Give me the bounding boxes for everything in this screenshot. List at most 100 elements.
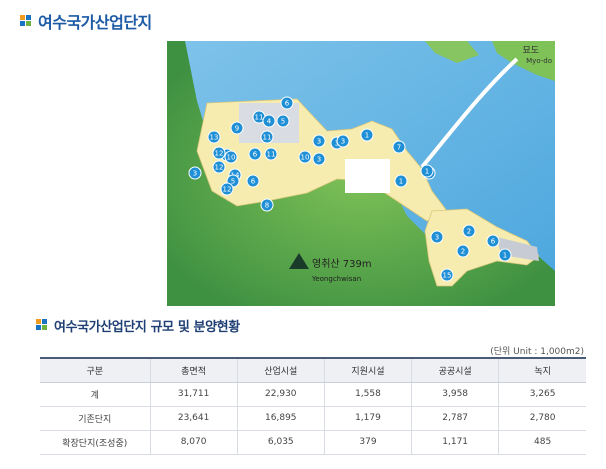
header-category: 구분 (40, 357, 150, 383)
map-marker (260, 130, 274, 144)
table-cell: 2,780 (498, 406, 586, 431)
unit-note: (단위 Unit : 1,000m2) (490, 347, 584, 357)
map-marker (260, 198, 274, 212)
map-marker (230, 121, 244, 135)
map-marker (280, 96, 294, 110)
table-cell: 485 (498, 430, 586, 455)
map-marker-label: 3 (317, 156, 321, 164)
map-marker (276, 114, 290, 128)
map-marker-label: 3 (317, 138, 321, 146)
map-marker-label: 8 (265, 202, 269, 210)
map-marker-label: 12 (215, 150, 224, 158)
table-cell: 22,930 (236, 382, 325, 407)
table-row: 기존단지 23,641 16,895 1,179 2,787 2,780 (40, 406, 586, 431)
section-bullet-icon (36, 319, 48, 331)
map-marker-label: 7 (397, 144, 401, 152)
map-marker-label: 6 (253, 151, 258, 159)
map-marker (298, 150, 312, 164)
map-marker-label: 3 (193, 170, 197, 178)
map-marker (440, 268, 454, 282)
table-cell: 1,179 (323, 406, 412, 431)
table-row: 확장단지(조성중) 8,070 6,035 379 1,171 485 (40, 430, 586, 455)
map-marker-label: 4 (267, 118, 272, 126)
map-marker (394, 174, 408, 188)
map-marker-label: 11 (267, 151, 276, 159)
header-green: 녹지 (498, 357, 586, 383)
island-label-en: Myo-do (526, 57, 552, 65)
table-cell: 6,035 (236, 430, 325, 455)
map-marker (486, 234, 500, 248)
map-marker (207, 130, 221, 144)
map-marker (312, 134, 326, 148)
table-cell: 1,171 (411, 430, 499, 455)
map-marker-label: 12 (223, 186, 232, 194)
map-marker (246, 174, 260, 188)
map-marker-label: 2 (467, 228, 471, 236)
map-marker (212, 146, 226, 160)
map-marker-label: 6 (251, 178, 256, 186)
industrial-complex-map: 묘도 Myo-do 영취산 739m Yeongchwisan 6 11 4 5 9 11… (167, 41, 555, 306)
map-marker (360, 128, 374, 142)
map-marker-label: 11 (263, 134, 272, 142)
map-marker (264, 147, 278, 161)
map-marker-label: 15 (443, 272, 452, 280)
table-cell: 31,711 (149, 382, 238, 407)
section-header: 여수국가산업단지 규모 및 분양현황 (36, 316, 240, 335)
map-marker (188, 166, 202, 180)
map-marker (220, 182, 234, 196)
table-cell: 확장단지(조성중) (40, 430, 150, 455)
table-cell: 16,895 (236, 406, 325, 431)
header-support: 지원시설 (323, 357, 412, 383)
table-cell: 계 (40, 382, 150, 407)
map-marker (456, 244, 470, 258)
table-cell: 8,070 (149, 430, 238, 455)
map-marker (248, 147, 262, 161)
table-header-row: 구분 총면적 산업시설 지원시설 공공시설 녹지 (40, 357, 586, 383)
map-marker-label: 10 (227, 154, 236, 162)
header-total-area: 총면적 (149, 357, 238, 383)
map-markers: 6114591113931210611103313121731456131281… (188, 96, 512, 282)
map-marker (420, 164, 434, 178)
page-header: 여수국가산업단지 (20, 10, 152, 32)
table-cell: 3,958 (411, 382, 499, 407)
map-marker-label: 1 (425, 168, 429, 176)
map-marker-label: 5 (231, 178, 235, 186)
table-cell: 2,787 (411, 406, 499, 431)
map-marker (312, 152, 326, 166)
table-cell: 1,558 (323, 382, 412, 407)
header-industrial: 산업시설 (236, 357, 325, 383)
map-marker (430, 230, 444, 244)
map-marker-label: 12 (215, 164, 224, 172)
page-title: 여수국가산업단지 (38, 13, 152, 32)
map-marker-label: 10 (301, 154, 310, 162)
map-marker-label: 3 (435, 234, 439, 242)
map-marker (462, 224, 476, 238)
mountain-label-en: Yeongchwisan (311, 275, 361, 283)
map-marker-label: 6 (285, 100, 290, 108)
table-cell: 기존단지 (40, 406, 150, 431)
map-marker (262, 114, 276, 128)
table-cell: 379 (323, 430, 412, 455)
table-cell: 23,641 (149, 406, 238, 431)
section-title: 여수국가산업단지 규모 및 분양현황 (54, 319, 240, 335)
map-marker-label: 9 (235, 125, 239, 133)
map-marker-label: 2 (461, 248, 465, 256)
map-marker-label: 6 (491, 238, 496, 246)
map-marker (392, 140, 406, 154)
map-marker-label: 11 (255, 114, 264, 122)
map-marker-label: 5 (281, 118, 285, 126)
header-public: 공공시설 (411, 357, 499, 383)
map-marker-label: 1 (503, 252, 507, 260)
map-marker-label: 13 (210, 134, 219, 142)
table-row: 계 31,711 22,930 1,558 3,958 3,265 (40, 382, 586, 407)
map-marker (224, 150, 238, 164)
map-marker (212, 160, 226, 174)
table-cell: 3,265 (498, 382, 586, 407)
map-marker-label: 1 (365, 132, 369, 140)
title-bullet-icon (20, 15, 32, 27)
map-marker-label: 3 (341, 138, 345, 146)
map-marker (498, 248, 512, 262)
scale-status-table: 구분 총면적 산업시설 지원시설 공공시설 녹지 계 31,711 22,930… (40, 357, 586, 455)
mountain-label: 영취산 739m (312, 258, 372, 270)
island-label: 묘도 (522, 46, 539, 56)
